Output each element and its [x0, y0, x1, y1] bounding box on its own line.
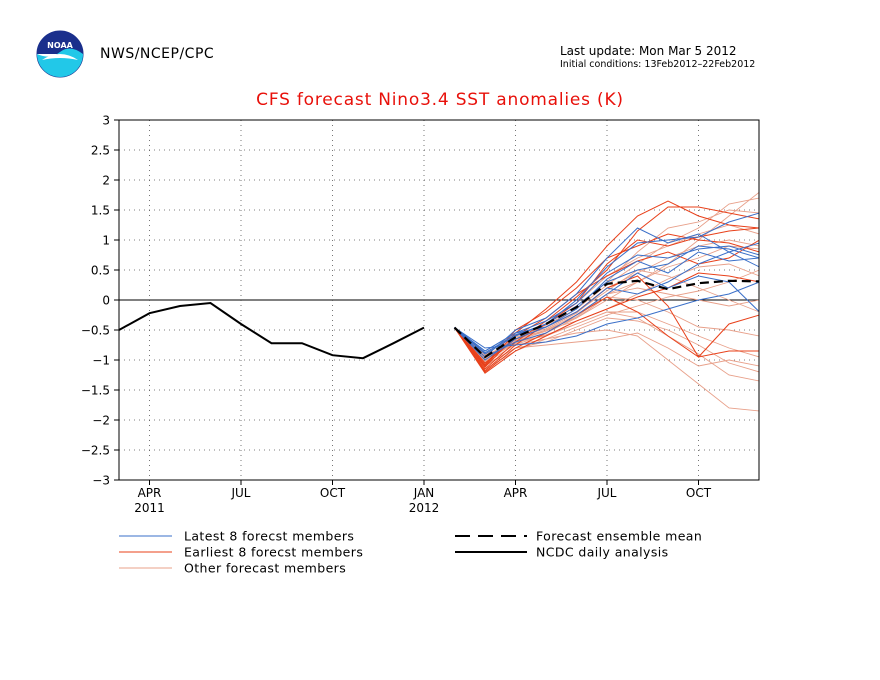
y-tick-label: 0 [102, 294, 110, 308]
chart-title: CFS forecast Nino3.4 SST anomalies (K) [256, 90, 624, 110]
x-tick-label: APR [504, 486, 528, 500]
ensemble-mean-line [453, 279, 759, 359]
y-tick-label: −1.5 [81, 384, 110, 398]
x-tick-label: JAN [413, 486, 435, 500]
agency-label: NWS/NCEP/CPC [100, 46, 215, 62]
y-tick-label: 1.5 [91, 204, 110, 218]
axes: 32.521.510.50−0.5−1−1.5−2−2.5−3APR2011JU… [81, 114, 712, 516]
x-tick-label: APR [138, 486, 162, 500]
other-member-line [454, 269, 759, 370]
x-tick-label: JUL [596, 486, 616, 500]
legend-label-earliest: Earliest 8 forecst members [184, 545, 363, 560]
noaa-logo: NOAA [36, 30, 84, 78]
y-tick-label: −0.5 [81, 324, 110, 338]
x-tick-label: OCT [320, 486, 346, 500]
earliest-member-line [454, 206, 759, 370]
y-tick-label: 3 [102, 114, 110, 128]
earliest-member-line [454, 227, 759, 372]
y-tick-label: 1 [102, 234, 110, 248]
legend-label-ensemble_mean: Forecast ensemble mean [536, 529, 702, 544]
noaa-logo-text: NOAA [47, 41, 73, 50]
y-tick-label: −2 [92, 414, 110, 428]
y-tick-label: 2.5 [91, 144, 110, 158]
latest-member-line [454, 212, 759, 355]
y-tick-label: 0.5 [91, 264, 110, 278]
x-year-label: 2011 [134, 501, 165, 515]
earliest-member-line [454, 272, 759, 374]
analysis-line [119, 301, 425, 360]
last-update-text: Last update: Mon Mar 5 2012 [560, 44, 737, 58]
y-tick-label: −2.5 [81, 444, 110, 458]
x-tick-label: OCT [686, 486, 712, 500]
y-tick-label: −1 [92, 354, 110, 368]
x-year-label: 2012 [409, 501, 440, 515]
legend-label-analysis: NCDC daily analysis [536, 545, 669, 560]
series-layer [119, 191, 759, 412]
initial-conditions-text: Initial conditions: 13Feb2012–22Feb2012 [560, 59, 756, 70]
latest-member-line [454, 242, 759, 352]
latest-member-line [454, 245, 759, 354]
grid [119, 120, 759, 480]
y-tick-label: −3 [92, 474, 110, 488]
earliest-member-line [454, 296, 759, 373]
legend-label-latest: Latest 8 forecst members [184, 529, 354, 544]
earliest-member-line [454, 200, 759, 367]
latest-member-line [454, 251, 759, 361]
y-tick-label: 2 [102, 174, 110, 188]
x-tick-label: JUL [230, 486, 250, 500]
legend-label-other: Other forecast members [184, 561, 346, 576]
latest-member-line [454, 272, 759, 358]
